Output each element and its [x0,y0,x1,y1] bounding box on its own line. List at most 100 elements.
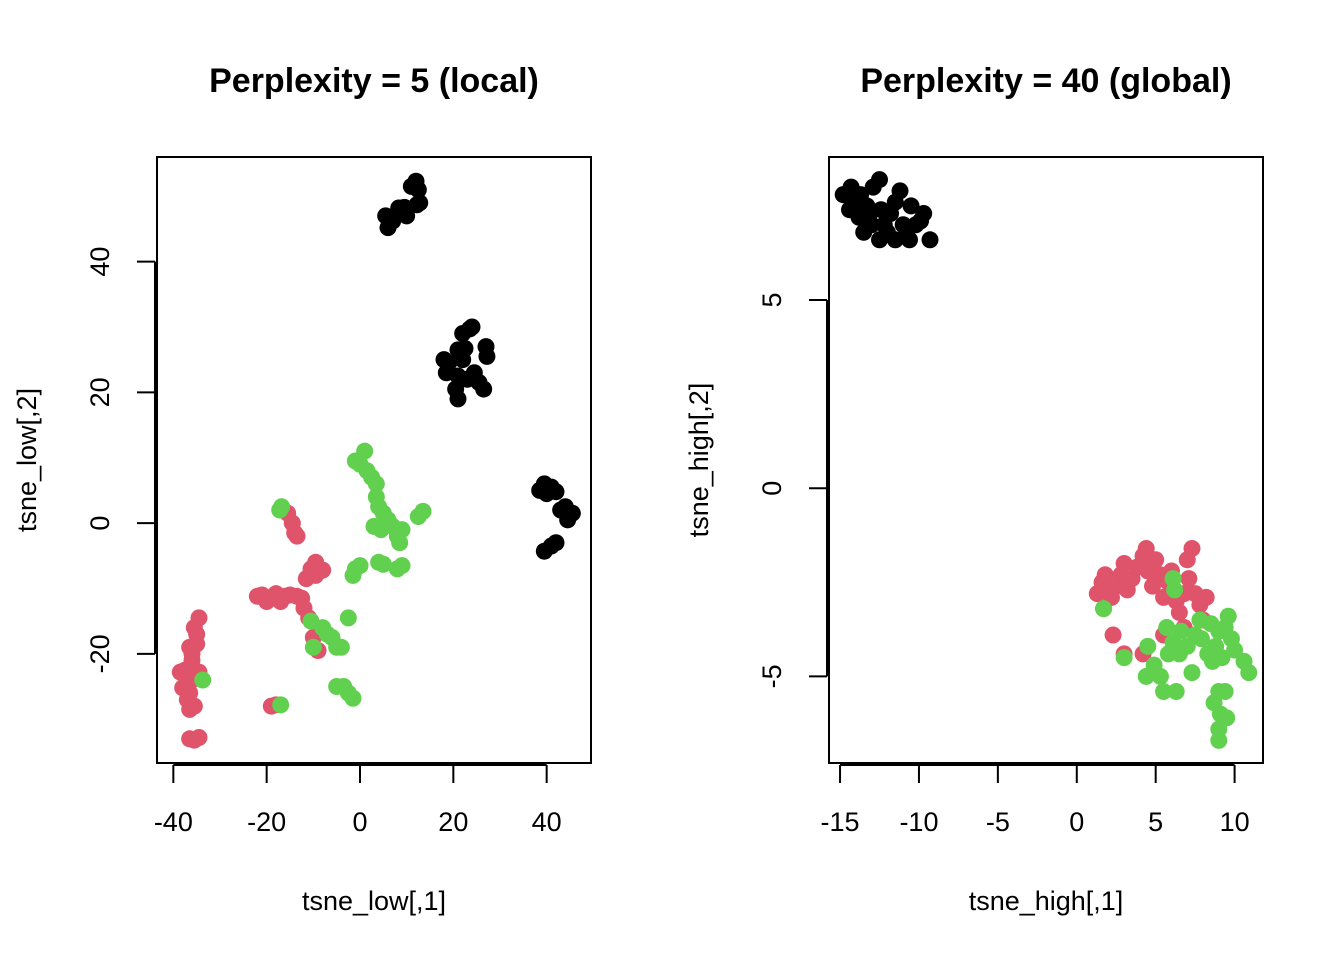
data-point-group3 [1166,581,1184,599]
data-point-group1 [463,318,481,336]
y-axis-label: tsne_low[,2] [12,388,42,532]
data-point-group3 [1095,600,1113,618]
data-point-group1 [475,380,493,398]
data-point-group1 [390,199,408,217]
data-point-group3 [344,689,362,707]
data-point-group1 [855,223,873,241]
data-point-group1 [900,231,918,249]
y-tick-label: 0 [757,481,787,496]
data-point-group1 [886,231,904,249]
data-point-group2 [288,527,306,545]
data-point-group3 [1213,649,1231,667]
x-tick-label: 5 [1148,807,1163,837]
data-point-group1 [847,193,865,211]
data-point-group3 [304,638,322,656]
y-tick-label: -5 [757,664,787,688]
x-tick-label: 10 [1220,807,1250,837]
data-point-group1 [902,197,920,215]
data-point-group3 [393,557,411,575]
data-point-group3 [1158,618,1176,636]
data-point-group2 [183,651,201,669]
data-point-group2 [1180,570,1198,588]
data-point-group3 [374,555,392,573]
points-layer [171,172,581,749]
data-point-group3 [1151,667,1169,685]
data-point-group1 [449,390,467,408]
data-point-group3 [1216,682,1234,700]
data-point-group1 [409,181,427,199]
data-point-group3 [414,502,432,520]
y-tick-label: 5 [757,293,787,308]
data-point-group3 [272,696,290,714]
x-tick-label: 0 [1069,807,1084,837]
data-point-group2 [1147,551,1165,569]
y-tick-label: -20 [85,634,115,673]
data-point-group3 [339,609,357,627]
x-tick-label: 40 [532,807,562,837]
data-point-group1 [478,347,496,365]
data-point-group2 [1096,566,1114,584]
data-point-group1 [921,231,939,249]
x-tick-label: -40 [154,807,193,837]
data-point-group1 [563,504,581,522]
y-axis-label: tsne_high[,2] [684,383,714,538]
data-point-group1 [915,204,933,222]
data-point-group1 [891,182,909,200]
data-point-group3 [332,638,350,656]
panel-local: Perplexity = 5 (local) -40 -20 0 20 40 -20 0 2… [12,62,592,916]
data-point-group3 [367,475,385,493]
y-tick-label: 40 [85,247,115,277]
x-tick-label: -20 [247,807,286,837]
data-point-group3 [1226,641,1244,659]
panel-global: Perplexity = 40 (global) -15 -10 -5 0 5 10 -5… [684,62,1264,916]
data-point-group3 [1167,682,1185,700]
data-point-group2 [1197,588,1215,606]
data-point-group2 [181,684,199,702]
x-axis-label: tsne_low[,1] [302,886,446,916]
data-point-group1 [440,354,458,372]
data-point-group1 [408,196,426,214]
data-point-group3 [391,534,409,552]
data-point-group1 [859,208,877,226]
data-point-group3 [273,498,291,516]
data-point-group3 [1210,731,1228,749]
x-tick-label: 0 [352,807,367,837]
data-point-group3 [356,442,374,460]
data-point-group2 [1104,626,1122,644]
data-point-group2 [188,635,206,653]
y-tick-label: 20 [85,377,115,407]
data-point-group2 [190,609,208,627]
data-point-group1 [547,483,565,501]
data-point-group2 [1178,551,1196,569]
x-axis: -40 -20 0 20 40 [154,764,562,837]
data-point-group3 [1139,637,1157,655]
data-point-group3 [1155,682,1173,700]
data-point-group2 [307,566,325,584]
data-point-group2 [190,729,208,747]
y-axis: -5 0 5 [757,293,828,688]
data-point-group3 [1183,664,1201,682]
y-axis: -20 0 20 40 [85,247,156,673]
data-point-group3 [393,521,411,539]
x-axis-label: tsne_high[,1] [969,886,1124,916]
x-tick-label: -10 [899,807,938,837]
data-point-group2 [185,697,203,715]
plot-frame [156,156,592,764]
data-point-group3 [1115,649,1133,667]
y-tick-label: 0 [85,516,115,531]
x-tick-label: 20 [438,807,468,837]
data-point-group3 [194,671,212,689]
data-point-group1 [456,340,474,358]
x-tick-label: -5 [986,807,1010,837]
data-point-group3 [1240,664,1258,682]
data-point-group1 [871,171,889,189]
data-point-group2 [1137,539,1155,557]
x-axis: -15 -10 -5 0 5 10 [821,764,1250,837]
data-point-group1 [449,367,467,385]
plot-frame [828,156,1264,764]
chart-title: Perplexity = 5 (local) [209,62,539,100]
chart-title: Perplexity = 40 (global) [860,62,1231,100]
x-tick-label: -15 [821,807,860,837]
data-point-group3 [1172,622,1190,640]
